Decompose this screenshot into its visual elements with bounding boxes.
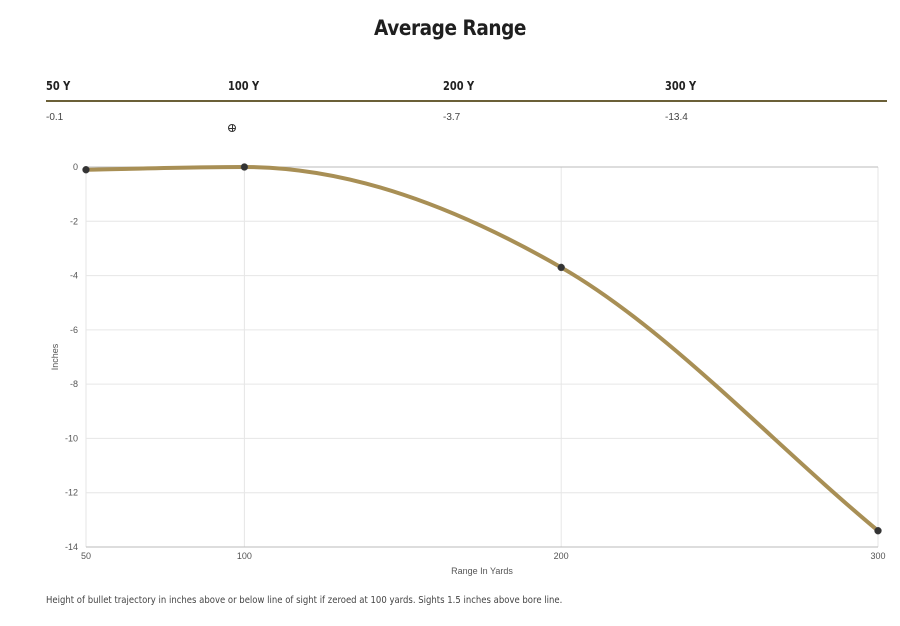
y-tick-label: -8: [70, 379, 78, 389]
range-header-200y: 200 Y: [443, 79, 475, 93]
chart-title: Average Range: [374, 16, 526, 40]
y-tick-label: -14: [65, 542, 78, 552]
y-tick-label: 0: [73, 162, 78, 172]
y-tick-label: -10: [65, 433, 78, 443]
x-axis-title: Range In Yards: [451, 566, 513, 576]
x-tick-label: 200: [554, 551, 569, 561]
data-point: [82, 165, 90, 174]
y-tick-label: -12: [65, 488, 78, 498]
range-table-header: 50 Y 100 Y 200 Y 300 Y: [46, 76, 887, 102]
y-tick-label: -6: [70, 325, 78, 335]
x-tick-label: 50: [81, 551, 91, 561]
range-table-values: -0.1 -3.7 -13.4: [46, 102, 887, 132]
crosshair-icon: [228, 124, 236, 132]
range-header-300y: 300 Y: [665, 79, 697, 93]
x-tick-label: 300: [870, 551, 885, 561]
range-header-50y: 50 Y: [46, 79, 71, 93]
data-point: [874, 526, 882, 535]
y-tick-label: -2: [70, 216, 78, 226]
footnote: Height of bullet trajectory in inches ab…: [46, 595, 563, 606]
data-point: [240, 163, 249, 171]
range-table: 50 Y 100 Y 200 Y 300 Y -0.1 -3.7 -13.4: [46, 76, 887, 132]
x-tick-label: 100: [237, 551, 252, 561]
range-value-50y: -0.1: [46, 112, 64, 123]
range-header-100y: 100 Y: [228, 79, 260, 93]
y-tick-label: -4: [70, 271, 78, 281]
y-axis-title: Inches: [50, 343, 60, 370]
trajectory-line: [84, 165, 880, 533]
range-value-200y: -3.7: [443, 112, 461, 123]
range-value-300y: -13.4: [665, 112, 688, 123]
data-point: [557, 263, 565, 272]
